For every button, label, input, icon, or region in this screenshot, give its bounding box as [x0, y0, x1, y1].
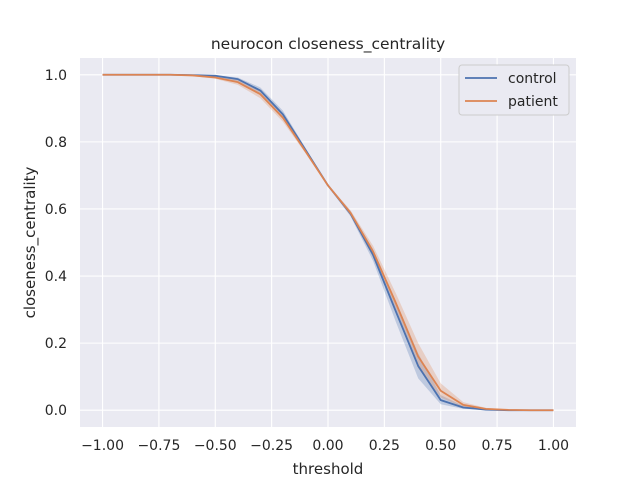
x-tick-label: −1.00	[81, 438, 124, 454]
legend-label-control: control	[508, 71, 557, 87]
y-tick-label: 0.2	[45, 336, 67, 352]
y-tick-label: 0.4	[45, 269, 67, 285]
x-tick-label: −0.75	[137, 438, 180, 454]
x-tick-label: −0.25	[250, 438, 293, 454]
x-tick-label: 0.50	[425, 438, 456, 454]
y-tick-label: 0.6	[45, 202, 67, 218]
x-tick-label: 0.00	[312, 438, 343, 454]
x-tick-label: −0.50	[194, 438, 237, 454]
series-line-patient	[102, 73, 554, 412]
x-tick-label: 0.75	[482, 438, 513, 454]
x-tick-label: 0.25	[369, 438, 400, 454]
y-tick-label: 1.0	[45, 68, 67, 84]
chart-title: neurocon closeness_centrality	[211, 35, 445, 54]
legend-label-patient: patient	[508, 94, 558, 110]
x-tick-labels: −1.00 −0.75 −0.50 −0.25 0.00 0.25 0.50 0.75 1.00	[81, 438, 569, 454]
y-tick-label: 0.0	[45, 403, 67, 419]
x-tick-label: 1.00	[538, 438, 569, 454]
y-tick-label: 0.8	[45, 135, 67, 151]
y-axis-label: closeness_centrality	[21, 166, 40, 318]
y-tick-labels: 0.0 0.2 0.4 0.6 0.8 1.0	[45, 68, 67, 419]
legend: control patient	[458, 64, 570, 116]
grid-lines	[80, 58, 576, 427]
x-axis-label: threshold	[293, 460, 364, 478]
series-lines	[102, 73, 554, 412]
